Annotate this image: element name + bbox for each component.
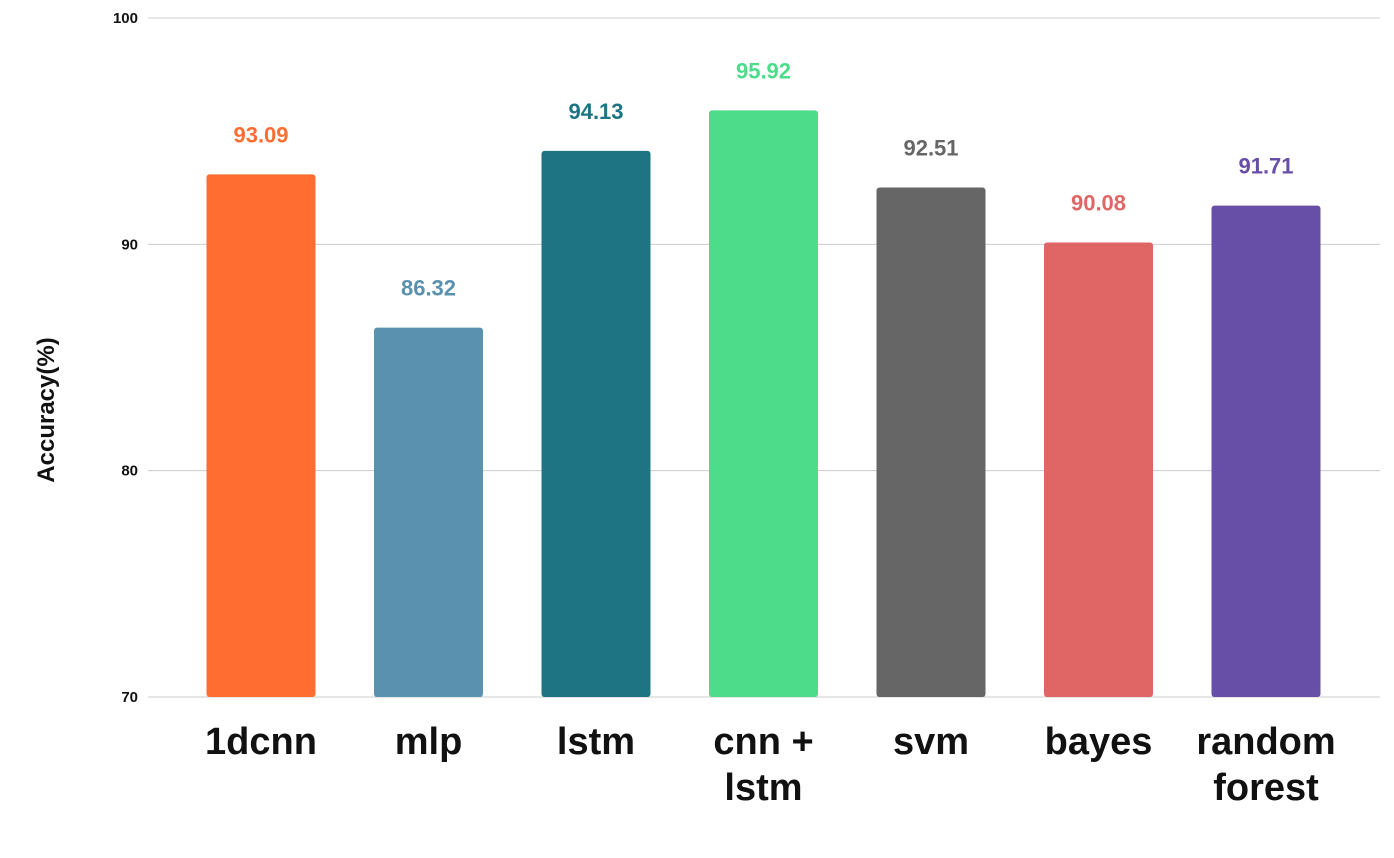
data-label: 86.32 xyxy=(401,276,456,301)
y-tick-label: 100 xyxy=(113,10,138,27)
x-category-label: 1dcnn xyxy=(205,721,317,763)
x-category-label: bayes xyxy=(1045,721,1153,763)
y-tick-label: 80 xyxy=(121,463,138,480)
data-label: 93.09 xyxy=(233,122,288,147)
y-tick-label: 70 xyxy=(121,689,138,706)
bar xyxy=(876,187,986,697)
x-category-label: mlp xyxy=(395,721,463,763)
bars xyxy=(206,110,1321,698)
x-category-label: lstm xyxy=(724,767,802,809)
x-category-label: svm xyxy=(893,721,969,763)
x-category-label: forest xyxy=(1213,767,1319,809)
bar xyxy=(709,110,818,698)
bar xyxy=(541,150,651,697)
value-labels: 93.09 86.32 94.13 95.92 92.51 90.08 91.71 xyxy=(233,58,1293,300)
data-label: 94.13 xyxy=(568,99,623,124)
y-axis-ticks: 70 80 90 100 xyxy=(113,10,138,706)
bar xyxy=(1211,205,1321,697)
data-label: 92.51 xyxy=(903,136,958,161)
bar xyxy=(374,327,483,697)
bar xyxy=(206,174,316,697)
bar xyxy=(1044,242,1153,698)
x-category-label: random xyxy=(1196,721,1335,763)
data-label: 90.08 xyxy=(1071,191,1126,216)
y-axis-title: Accuracy(%) xyxy=(33,337,60,482)
data-label: 95.92 xyxy=(736,58,791,83)
data-label: 91.71 xyxy=(1238,154,1293,179)
x-category-label: cnn + xyxy=(713,721,813,763)
x-category-label: lstm xyxy=(557,721,635,763)
y-tick-label: 90 xyxy=(121,236,138,253)
